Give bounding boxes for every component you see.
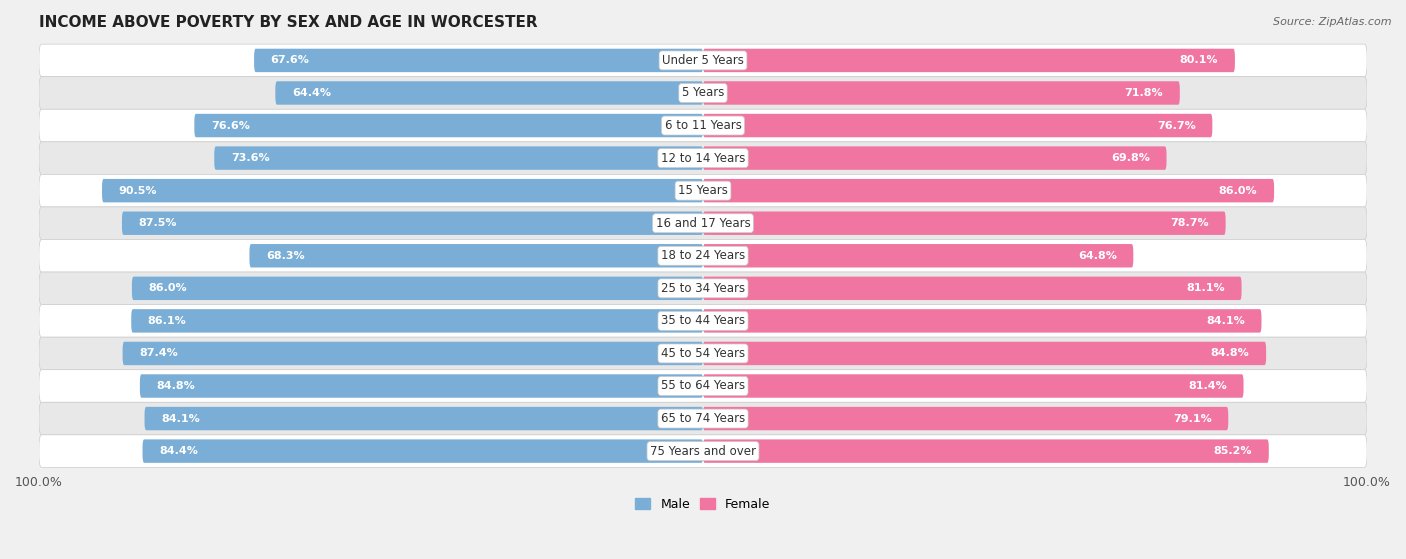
- Text: 67.6%: 67.6%: [271, 55, 309, 65]
- FancyBboxPatch shape: [39, 402, 1367, 435]
- Text: 15 Years: 15 Years: [678, 184, 728, 197]
- Text: 65 to 74 Years: 65 to 74 Years: [661, 412, 745, 425]
- FancyBboxPatch shape: [122, 211, 703, 235]
- Text: 68.3%: 68.3%: [266, 251, 305, 260]
- Text: 45 to 54 Years: 45 to 54 Years: [661, 347, 745, 360]
- FancyBboxPatch shape: [703, 439, 1268, 463]
- FancyBboxPatch shape: [214, 146, 703, 170]
- Text: 5 Years: 5 Years: [682, 87, 724, 100]
- Text: 6 to 11 Years: 6 to 11 Years: [665, 119, 741, 132]
- Text: 84.8%: 84.8%: [1211, 348, 1250, 358]
- FancyBboxPatch shape: [39, 44, 1367, 77]
- Text: 86.1%: 86.1%: [148, 316, 187, 326]
- Text: INCOME ABOVE POVERTY BY SEX AND AGE IN WORCESTER: INCOME ABOVE POVERTY BY SEX AND AGE IN W…: [39, 15, 537, 30]
- FancyBboxPatch shape: [103, 179, 703, 202]
- Text: 85.2%: 85.2%: [1213, 446, 1253, 456]
- FancyBboxPatch shape: [39, 142, 1367, 174]
- FancyBboxPatch shape: [39, 207, 1367, 239]
- FancyBboxPatch shape: [249, 244, 703, 268]
- Text: 81.1%: 81.1%: [1187, 283, 1225, 293]
- Text: Source: ZipAtlas.com: Source: ZipAtlas.com: [1274, 17, 1392, 27]
- FancyBboxPatch shape: [703, 407, 1229, 430]
- Text: 81.4%: 81.4%: [1188, 381, 1227, 391]
- FancyBboxPatch shape: [39, 369, 1367, 402]
- Text: 73.6%: 73.6%: [231, 153, 270, 163]
- Text: 16 and 17 Years: 16 and 17 Years: [655, 217, 751, 230]
- Text: 55 to 64 Years: 55 to 64 Years: [661, 380, 745, 392]
- Text: 76.7%: 76.7%: [1157, 121, 1195, 131]
- Text: 12 to 14 Years: 12 to 14 Years: [661, 151, 745, 164]
- FancyBboxPatch shape: [703, 375, 1243, 397]
- Legend: Male, Female: Male, Female: [630, 493, 776, 516]
- Text: 86.0%: 86.0%: [1219, 186, 1257, 196]
- FancyBboxPatch shape: [39, 435, 1367, 467]
- Text: 87.4%: 87.4%: [139, 348, 179, 358]
- FancyBboxPatch shape: [703, 114, 1212, 138]
- FancyBboxPatch shape: [703, 211, 1226, 235]
- Text: 86.0%: 86.0%: [149, 283, 187, 293]
- Text: 84.4%: 84.4%: [159, 446, 198, 456]
- Text: 79.1%: 79.1%: [1173, 414, 1212, 424]
- Text: 76.6%: 76.6%: [211, 121, 250, 131]
- Text: 69.8%: 69.8%: [1111, 153, 1150, 163]
- FancyBboxPatch shape: [703, 179, 1274, 202]
- FancyBboxPatch shape: [194, 114, 703, 138]
- Text: 87.5%: 87.5%: [139, 218, 177, 228]
- Text: 64.8%: 64.8%: [1078, 251, 1116, 260]
- FancyBboxPatch shape: [276, 81, 703, 105]
- FancyBboxPatch shape: [254, 49, 703, 72]
- Text: 84.1%: 84.1%: [1206, 316, 1244, 326]
- Text: 25 to 34 Years: 25 to 34 Years: [661, 282, 745, 295]
- FancyBboxPatch shape: [39, 305, 1367, 337]
- Text: 78.7%: 78.7%: [1170, 218, 1209, 228]
- Text: 90.5%: 90.5%: [118, 186, 157, 196]
- Text: 35 to 44 Years: 35 to 44 Years: [661, 314, 745, 328]
- FancyBboxPatch shape: [39, 239, 1367, 272]
- FancyBboxPatch shape: [703, 49, 1234, 72]
- FancyBboxPatch shape: [703, 81, 1180, 105]
- Text: 84.8%: 84.8%: [156, 381, 195, 391]
- Text: Under 5 Years: Under 5 Years: [662, 54, 744, 67]
- FancyBboxPatch shape: [132, 277, 703, 300]
- Text: 84.1%: 84.1%: [162, 414, 200, 424]
- Text: 75 Years and over: 75 Years and over: [650, 444, 756, 458]
- Text: 80.1%: 80.1%: [1180, 55, 1219, 65]
- Text: 71.8%: 71.8%: [1125, 88, 1163, 98]
- FancyBboxPatch shape: [703, 146, 1167, 170]
- FancyBboxPatch shape: [703, 309, 1261, 333]
- FancyBboxPatch shape: [703, 277, 1241, 300]
- FancyBboxPatch shape: [39, 77, 1367, 109]
- FancyBboxPatch shape: [39, 337, 1367, 369]
- FancyBboxPatch shape: [139, 375, 703, 397]
- Text: 18 to 24 Years: 18 to 24 Years: [661, 249, 745, 262]
- FancyBboxPatch shape: [131, 309, 703, 333]
- FancyBboxPatch shape: [39, 109, 1367, 142]
- FancyBboxPatch shape: [142, 439, 703, 463]
- Text: 64.4%: 64.4%: [292, 88, 330, 98]
- FancyBboxPatch shape: [39, 272, 1367, 305]
- FancyBboxPatch shape: [145, 407, 703, 430]
- FancyBboxPatch shape: [703, 342, 1267, 365]
- FancyBboxPatch shape: [703, 244, 1133, 268]
- FancyBboxPatch shape: [122, 342, 703, 365]
- FancyBboxPatch shape: [39, 174, 1367, 207]
